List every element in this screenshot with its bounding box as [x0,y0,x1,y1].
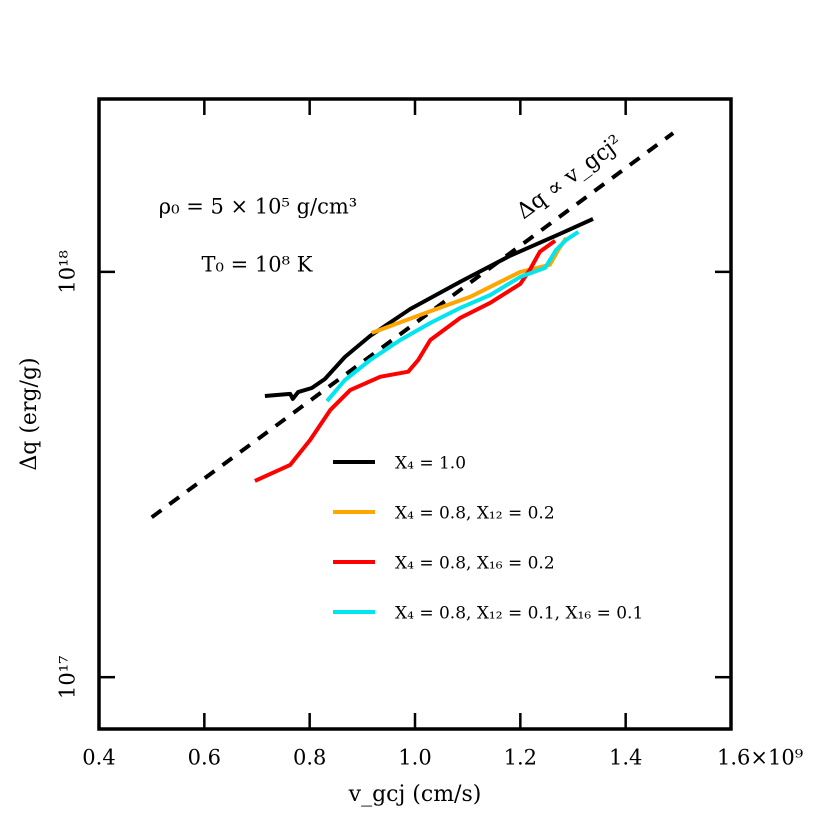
legend-label: X₄ = 0.8, X₁₂ = 0.1, X₁₆ = 0.1 [395,604,643,624]
legend-label: X₄ = 1.0 [395,454,466,474]
x-tick-label: 1.2 [504,746,537,770]
x-tick-label: 1.4 [609,746,642,770]
y-tick-label: 10¹⁷ [56,655,80,699]
y-tick-label: 10¹⁸ [56,250,80,294]
series-line [264,217,594,401]
annotation: ρ₀ = 5 × 10⁵ g/cm³ [159,195,357,219]
plot-frame [97,97,733,731]
annotation: T₀ = 10⁸ K [202,253,313,277]
x-tick-label: 1.0 [398,746,431,770]
x-axis-label: v_gcj (cm/s) [348,782,482,807]
y-axis-label: Δq (erg/g) [17,357,42,470]
x-tick-label: 0.8 [293,746,326,770]
x-tick-label: 1.6×10⁹ [717,746,803,770]
series-line [325,230,580,403]
reference-line [150,131,675,519]
legend-label: X₄ = 0.8, X₁₆ = 0.2 [395,554,555,574]
x-tick-label: 0.4 [82,746,115,770]
x-tick-label: 0.6 [188,746,221,770]
reference-label: Δq ∝ v_gcj² [512,131,627,225]
series-line [371,236,568,335]
legend-label: X₄ = 0.8, X₁₂ = 0.2 [395,504,555,524]
